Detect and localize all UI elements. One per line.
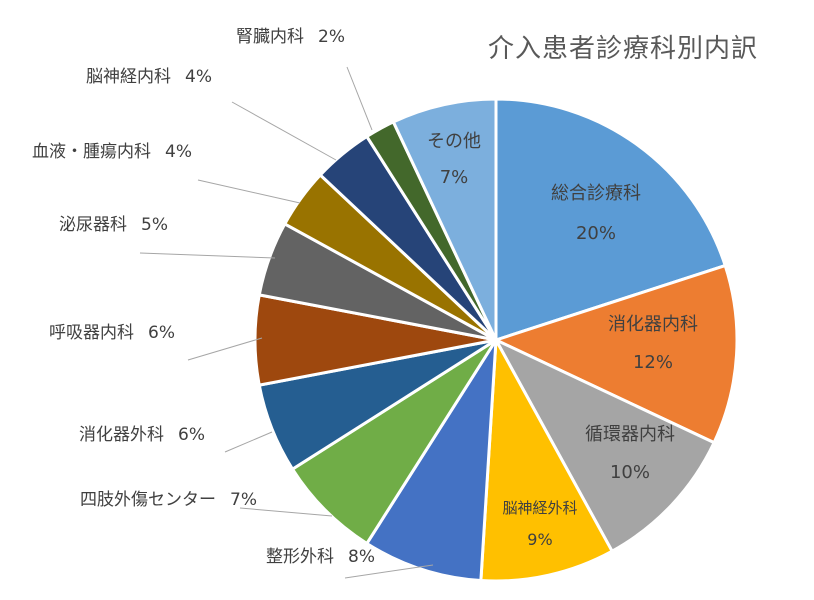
- slice-percent: 10%: [610, 462, 650, 483]
- slice-label: 呼吸器内科 6%: [49, 323, 175, 343]
- slice-label: 腎臓内科 2%: [236, 27, 345, 47]
- slice-label-name: 腎臓内科: [236, 27, 304, 47]
- slice-label: 四肢外傷センター 7%: [80, 490, 257, 510]
- slice-percent: 4%: [165, 142, 192, 162]
- slice-percent: 12%: [633, 352, 673, 373]
- chart-title: 介入患者診療科別内訳: [488, 34, 759, 64]
- slice-percent: 20%: [576, 223, 616, 244]
- pie-slice: [494, 338, 716, 553]
- slice-label: 循環器内科: [585, 424, 675, 445]
- slice-percent: 2%: [318, 27, 345, 47]
- leader-line: [346, 66, 373, 131]
- slice-label-name: 泌尿器科: [59, 215, 127, 235]
- slice-label: 消化器内科: [608, 314, 698, 335]
- pie-slice: [291, 338, 498, 545]
- slice-label-name: 呼吸器内科: [49, 323, 134, 343]
- slice-percent: 9%: [527, 530, 552, 549]
- slice-label-name: 整形外科: [266, 547, 334, 567]
- slice-label-name: 消化器外科: [79, 425, 164, 445]
- slice-percent: 7%: [440, 167, 469, 188]
- slice-label: 血液・腫瘍内科 4%: [32, 142, 192, 162]
- slice-percent: 8%: [348, 547, 375, 567]
- leader-line: [344, 564, 434, 579]
- leader-line: [187, 337, 263, 361]
- slice-percent: 6%: [148, 323, 175, 343]
- leader-line: [139, 252, 276, 259]
- slice-label-name: 四肢外傷センター: [80, 490, 216, 510]
- leader-line: [239, 507, 333, 517]
- slice-percent: 4%: [185, 67, 212, 87]
- slice-percent: 5%: [141, 215, 168, 235]
- leader-line: [231, 101, 337, 161]
- slice-label: 泌尿器科 5%: [59, 215, 168, 235]
- slice-label-name: 脳神経内科: [86, 67, 171, 87]
- slice-label: 消化器外科 6%: [79, 425, 205, 445]
- pie-slice: [391, 97, 498, 342]
- slice-percent: 7%: [230, 490, 257, 510]
- leader-line: [224, 431, 273, 453]
- pie-slice: [479, 338, 614, 583]
- pie-slice: [494, 97, 727, 342]
- slice-label: 脳神経外科: [502, 499, 577, 517]
- slice-label: その他: [427, 131, 481, 152]
- pie-slice: [494, 264, 739, 445]
- leader-line: [197, 179, 301, 204]
- slice-label-name: 血液・腫瘍内科: [32, 142, 151, 162]
- slice-label: 脳神経内科 4%: [86, 67, 212, 87]
- slice-label: 総合診療科: [551, 183, 641, 204]
- slice-percent: 6%: [178, 425, 205, 445]
- pie-slice: [365, 338, 498, 583]
- slice-label: 整形外科 8%: [266, 547, 375, 567]
